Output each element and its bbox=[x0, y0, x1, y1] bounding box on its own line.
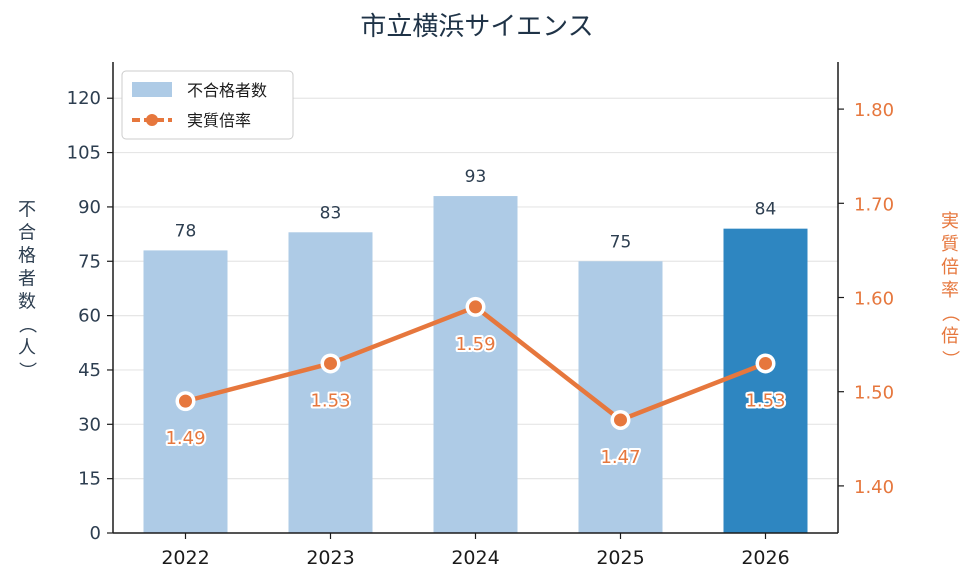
chart-title: 市立横浜サイエンス bbox=[360, 12, 593, 42]
y-tick-label: 90 bbox=[78, 197, 101, 218]
bar-value-label: 84 bbox=[755, 200, 777, 220]
x-tick-label: 2022 bbox=[161, 547, 209, 569]
bar-labels: 78 83 93 75 84 bbox=[175, 167, 777, 252]
y-right-tick-label: 1.50 bbox=[854, 383, 894, 404]
y-axis-title-right-char: 倍 bbox=[941, 326, 959, 347]
rate-point bbox=[324, 356, 337, 370]
bar-value-label: 93 bbox=[465, 167, 487, 187]
legend-label-line: 実質倍率 bbox=[187, 111, 251, 130]
y-tick-label: 0 bbox=[90, 523, 101, 544]
x-tick-label: 2025 bbox=[596, 547, 644, 569]
y-axis-title-left-char: 合 bbox=[18, 223, 36, 244]
rate-value-label: 1.47 bbox=[600, 447, 640, 468]
y-tick-label: 75 bbox=[78, 251, 101, 272]
rate-line-series bbox=[175, 296, 776, 430]
y-tick-label: 45 bbox=[78, 360, 101, 381]
bar-value-label: 83 bbox=[320, 203, 342, 223]
y-axis-title-left-char: 数 bbox=[18, 292, 36, 313]
x-tick-label: 2026 bbox=[741, 547, 789, 569]
bar bbox=[723, 228, 808, 533]
y-tick-label: 30 bbox=[78, 414, 101, 435]
bar bbox=[288, 232, 373, 534]
y-axis-title-left-char: ） bbox=[16, 362, 37, 380]
y-tick-label: 120 bbox=[67, 88, 101, 109]
y-tick-label: 60 bbox=[78, 306, 101, 327]
bar-value-label: 78 bbox=[175, 221, 197, 241]
y-axis-title-right-char: （ bbox=[939, 304, 960, 322]
y-right-tick-label: 1.70 bbox=[854, 194, 894, 215]
y-right-tick-label: 1.80 bbox=[854, 100, 894, 121]
bar-value-label: 75 bbox=[610, 232, 632, 252]
legend-label-bars: 不合格者数 bbox=[187, 81, 267, 100]
bars bbox=[143, 196, 808, 534]
legend-swatch-marker bbox=[146, 114, 158, 126]
y-axis-title-right-char: 質 bbox=[941, 234, 959, 255]
x-tick-label: 2023 bbox=[306, 547, 354, 569]
rate-labels: 1.49 1.53 1.59 1.47 1.53 bbox=[163, 332, 787, 470]
tick-labels: 0 15 30 45 60 75 90 105 120 1.40 1.50 1.60 1.70 1.80 2… bbox=[67, 88, 894, 569]
rate-value-label: 1.49 bbox=[165, 428, 205, 449]
y-axis-title-right-char: 倍 bbox=[941, 257, 959, 278]
y-axis-title-left-char: 不 bbox=[18, 200, 36, 221]
axis-titles: 不合格者数（人）実質倍率（倍） bbox=[16, 200, 960, 380]
rate-point bbox=[759, 356, 772, 370]
rate-point bbox=[469, 300, 482, 314]
y-axis-title-right-char: ） bbox=[939, 350, 960, 368]
y-axis-title-right-char: 実 bbox=[941, 211, 959, 232]
y-tick-label: 15 bbox=[78, 469, 101, 490]
rate-value-label: 1.59 bbox=[455, 334, 495, 355]
rate-point bbox=[614, 413, 627, 427]
y-axis-title-left-char: 者 bbox=[18, 269, 36, 290]
y-right-tick-label: 1.60 bbox=[854, 289, 894, 310]
bar bbox=[433, 196, 518, 534]
y-right-tick-label: 1.40 bbox=[854, 477, 894, 498]
y-axis-title-left-char: 格 bbox=[18, 246, 36, 267]
legend-swatch-bars bbox=[132, 82, 172, 97]
rate-value-label: 1.53 bbox=[745, 390, 785, 411]
y-axis-title-left-char: （ bbox=[16, 316, 37, 334]
y-axis-title-left-char: 人 bbox=[18, 338, 36, 359]
axes bbox=[107, 62, 844, 539]
rate-point bbox=[179, 394, 192, 408]
y-tick-label: 105 bbox=[67, 143, 101, 164]
y-axis-title-right-char: 率 bbox=[941, 280, 959, 301]
x-tick-label: 2024 bbox=[451, 547, 499, 569]
rate-value-label: 1.53 bbox=[310, 390, 350, 411]
